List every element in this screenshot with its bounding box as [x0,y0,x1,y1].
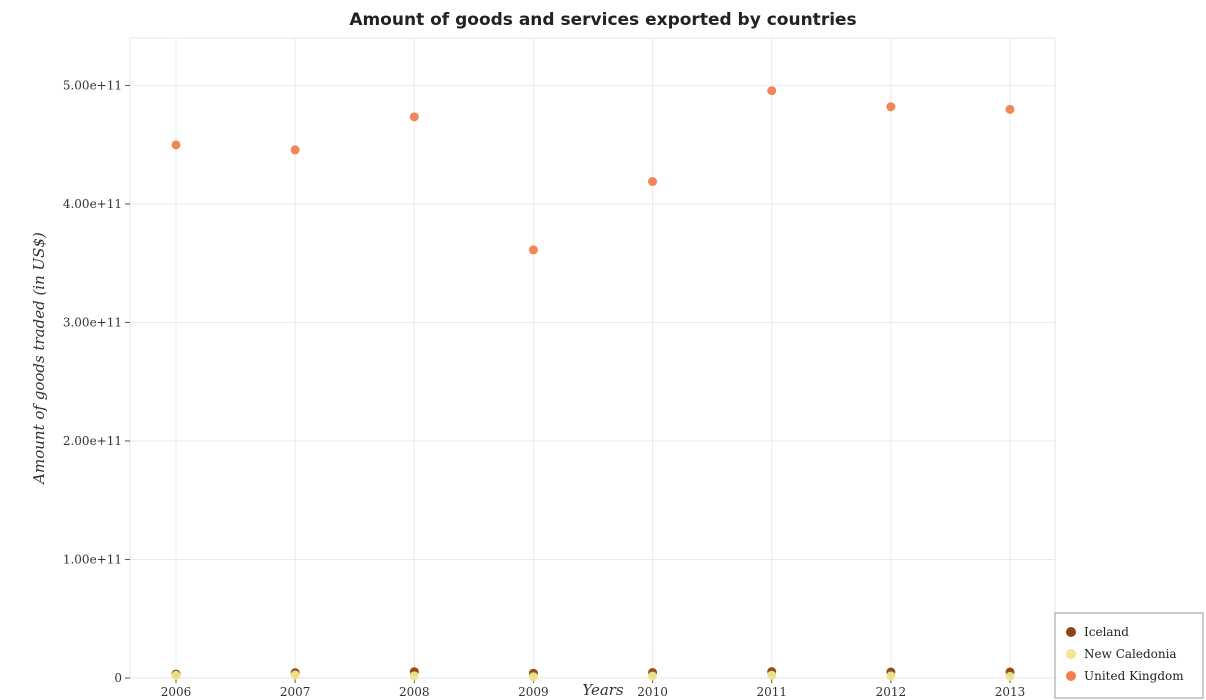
legend-label-new-caledonia: New Caledonia [1084,647,1177,661]
x-tick-label: 2008 [399,685,430,699]
gridlines [130,38,1055,679]
point-new-caledonia [767,670,777,680]
x-tick-label: 2009 [518,685,549,699]
legend: Iceland New Caledonia United Kingdom [1054,612,1204,699]
point-new-caledonia [1005,671,1015,681]
x-tick-label: 2013 [995,685,1026,699]
point-new-caledonia [528,672,538,682]
legend-label-iceland: Iceland [1084,625,1129,639]
point-united-kingdom [171,140,181,150]
legend-label-united-kingdom: United Kingdom [1084,669,1184,683]
data-points [171,86,1015,682]
legend-marker-united-kingdom [1066,671,1076,681]
legend-marker-iceland [1066,627,1076,637]
y-tick-label: 0 [114,671,122,685]
point-new-caledonia [171,670,181,680]
point-new-caledonia [648,671,658,681]
point-new-caledonia [290,670,300,680]
point-united-kingdom [648,177,658,187]
y-axis-label: Amount of goods traded (in US$) [30,232,48,486]
point-united-kingdom [409,112,419,122]
x-tick-label: 2011 [756,685,787,699]
point-united-kingdom [290,145,300,155]
x-tick-label: 2010 [637,685,668,699]
point-new-caledonia [886,671,896,681]
point-new-caledonia [409,671,419,681]
point-united-kingdom [767,86,777,96]
point-united-kingdom [1005,104,1015,114]
y-axis-ticks: 0 1.00e+11 2.00e+11 3.00e+11 4.00e+11 5.00e+1… [63,78,130,685]
y-tick-label: 1.00e+11 [63,552,122,566]
y-tick-label: 3.00e+11 [63,315,122,329]
chart-title: Amount of goods and services exported by… [349,10,856,30]
point-united-kingdom [886,102,896,112]
y-tick-label: 5.00e+11 [63,78,122,92]
x-tick-label: 2007 [280,685,311,699]
legend-marker-new-caledonia [1066,649,1076,659]
y-tick-label: 2.00e+11 [63,434,122,448]
y-tick-label: 4.00e+11 [63,197,122,211]
x-tick-label: 2012 [876,685,907,699]
x-axis-label: Years [582,681,624,699]
plot-area [129,37,1056,679]
point-united-kingdom [528,245,538,255]
x-tick-label: 2006 [161,685,192,699]
